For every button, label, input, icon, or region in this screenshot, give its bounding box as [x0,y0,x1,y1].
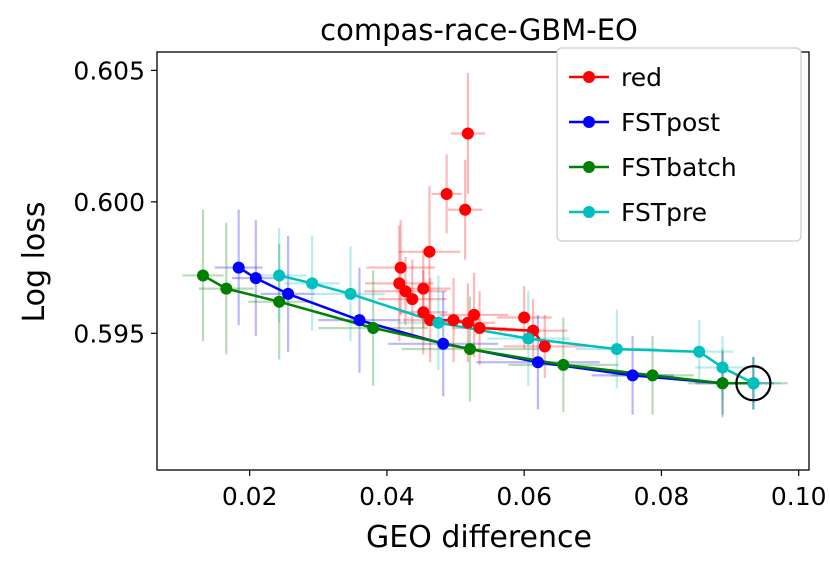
data-point-red [399,285,412,298]
chart-title: compas-race-GBM-EO [320,13,638,47]
x-axis-label: GEO difference [366,520,592,555]
data-point-red [518,311,531,324]
data-point-FSTbatch [646,369,659,382]
legend-label-FSTbatch: FSTbatch [621,153,737,182]
legend-marker-red [583,71,595,83]
y-tick-label: 0.595 [73,319,145,348]
plot-frame [156,51,810,471]
highlight-circle [735,365,772,402]
x-tick-label: 0.10 [771,482,827,511]
data-point-FSTbatch [557,358,570,371]
data-point-red [447,314,460,327]
data-point-FSTbatch [220,282,233,295]
y-axis-ticks: 0.595 0.600 0.605 [73,56,157,348]
data-point-red [461,127,474,140]
legend-marker-FSTpost [583,116,595,128]
data-point-FSTpost [437,337,450,350]
data-point-FSTpost [249,272,262,285]
data-point-FSTpre [610,343,623,356]
data-point-red [406,293,419,306]
data-point-FSTpost [626,369,639,382]
data-point-red [459,203,472,216]
x-tick-label: 0.06 [496,482,552,511]
y-tick-label: 0.600 [73,188,145,217]
data-point-FSTpre [273,269,286,282]
data-point-FSTpre [432,316,445,329]
legend-label-red: red [621,63,662,92]
legend: red FSTpost FSTbatch FSTpre [556,47,802,242]
legend-label-FSTpre: FSTpre [621,198,707,227]
data-point-FSTpre [693,345,706,358]
x-tick-label: 0.08 [634,482,690,511]
data-point-FSTbatch [367,322,380,335]
x-axis-ticks: 0.02 0.04 0.06 0.08 0.10 [222,470,827,511]
data-point-FSTpost [282,287,295,300]
data-point-red [394,261,407,274]
data-point-FSTpost [353,314,366,327]
y-tick-label: 0.605 [73,56,145,85]
data-point-red [423,245,436,258]
data-point-FSTpre [747,377,760,390]
plot-area [182,73,788,418]
data-point-red [440,187,453,200]
data-point-FSTpre [716,361,729,374]
legend-frame [556,47,802,242]
data-point-FSTpre [522,332,535,345]
data-point-red [417,306,430,319]
data-point-FSTbatch [273,295,286,308]
data-point-FSTpost [232,261,245,274]
legend-marker-FSTbatch [583,161,595,173]
data-point-FSTpre [306,277,319,290]
x-tick-label: 0.02 [222,482,278,511]
y-axis-label: Log loss [17,201,52,322]
legend-label-FSTpost: FSTpost [621,108,720,137]
data-point-FSTbatch [716,377,729,390]
data-point-red [417,282,430,295]
data-point-FSTpre [344,287,357,300]
data-point-red [461,316,474,329]
data-point-FSTbatch [463,343,476,356]
data-point-FSTpost [531,356,544,369]
highlight-layer [735,365,772,402]
data-points [196,127,760,390]
x-tick-label: 0.04 [359,482,415,511]
legend-marker-FSTpre [583,206,595,218]
data-point-red [473,322,486,335]
data-point-red [538,340,551,353]
data-point-FSTbatch [196,269,209,282]
